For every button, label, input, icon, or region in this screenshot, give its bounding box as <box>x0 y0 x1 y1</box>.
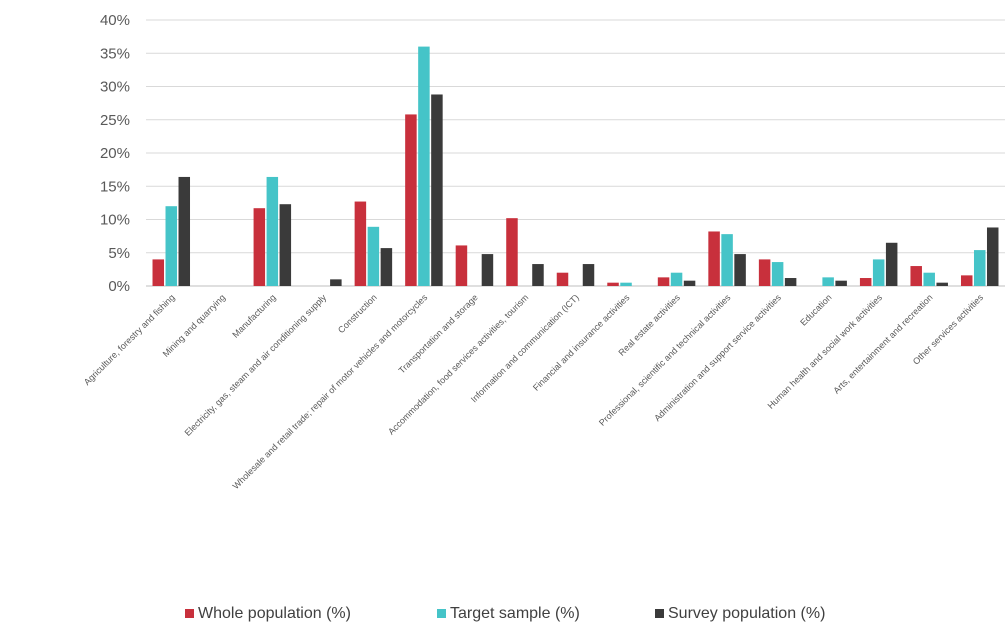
bars <box>152 46 999 287</box>
bar <box>266 176 279 286</box>
bar <box>152 259 165 286</box>
bar <box>910 266 922 286</box>
y-tick-label: 35% <box>100 45 130 62</box>
x-category-label: Financial and insurance activities <box>531 292 632 393</box>
bar <box>923 272 935 286</box>
y-axis-ticks: 0% 5% 10% 15% 20% 25% 30% 35% 40% <box>100 12 130 295</box>
y-tick-label: 20% <box>100 145 130 162</box>
bar <box>481 254 494 286</box>
x-category-label: Agriculture, forestry and fishing <box>82 292 177 387</box>
bar <box>936 282 948 286</box>
bar <box>822 277 834 286</box>
legend: Whole population (%) Target sample (%) Sur… <box>185 605 825 622</box>
bar <box>506 218 518 286</box>
bar <box>431 94 443 286</box>
bar <box>721 234 733 286</box>
y-tick-label: 25% <box>100 112 130 129</box>
bar <box>620 282 632 286</box>
x-category-label: Manufacturing <box>230 292 277 339</box>
legend-swatch <box>437 609 446 618</box>
bar <box>872 259 885 286</box>
bar <box>354 201 367 286</box>
bar <box>279 204 292 286</box>
bar <box>556 272 569 286</box>
y-tick-label: 10% <box>100 212 130 229</box>
y-tick-label: 15% <box>100 178 130 195</box>
bar <box>670 272 683 286</box>
y-tick-label: 0% <box>108 278 130 295</box>
bar <box>734 254 746 286</box>
bar <box>253 208 266 286</box>
x-axis-category-labels: Agriculture, forestry and fishingMining … <box>82 292 986 491</box>
bar <box>758 259 771 286</box>
bar <box>380 248 393 286</box>
bar <box>973 250 986 286</box>
bar <box>607 282 619 286</box>
bar <box>367 226 380 286</box>
legend-swatch <box>655 609 664 618</box>
bar <box>986 227 999 286</box>
legend-swatch <box>185 609 194 618</box>
x-category-label: Information and communication (ICT) <box>469 292 581 404</box>
bar <box>418 46 430 286</box>
x-category-label: Education <box>798 292 833 327</box>
y-tick-label: 5% <box>108 245 130 262</box>
bar <box>657 277 670 286</box>
bar <box>835 280 847 286</box>
bar <box>165 206 178 286</box>
x-category-label: Human health and social work activities <box>766 292 885 411</box>
bar <box>683 280 696 286</box>
legend-label: Whole population (%) <box>198 605 351 622</box>
bar <box>784 278 797 286</box>
bar <box>708 231 720 286</box>
bar <box>532 264 544 286</box>
legend-label: Target sample (%) <box>450 605 580 622</box>
bar <box>885 242 898 286</box>
bar <box>455 245 468 286</box>
bar <box>771 262 784 286</box>
bar <box>178 176 191 286</box>
bar <box>330 279 342 286</box>
y-tick-label: 40% <box>100 12 130 29</box>
x-category-label: Wholesale and retail trade; repair of mo… <box>231 292 430 491</box>
bar <box>582 264 595 286</box>
x-category-label: Arts, entertainment and recreation <box>831 292 934 395</box>
x-category-label: Construction <box>336 292 379 335</box>
bar <box>859 278 872 286</box>
bar <box>405 114 417 287</box>
bar <box>960 275 973 286</box>
y-tick-label: 30% <box>100 79 130 96</box>
legend-label: Survey population (%) <box>668 605 825 622</box>
